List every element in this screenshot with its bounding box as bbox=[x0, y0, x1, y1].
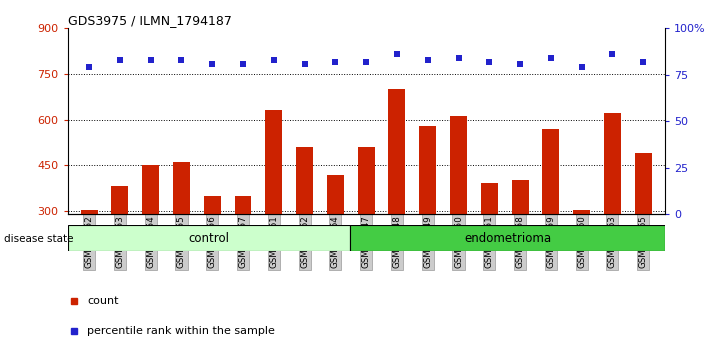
Point bbox=[237, 61, 249, 67]
Bar bbox=[481, 183, 498, 214]
Point bbox=[391, 51, 402, 57]
Bar bbox=[635, 153, 652, 214]
Bar bbox=[358, 147, 375, 214]
Point bbox=[483, 59, 495, 65]
Point bbox=[422, 57, 434, 63]
Text: endometrioma: endometrioma bbox=[464, 232, 551, 245]
Bar bbox=[296, 147, 313, 214]
Bar bbox=[327, 175, 344, 214]
Point bbox=[606, 51, 618, 57]
Text: GDS3975 / ILMN_1794187: GDS3975 / ILMN_1794187 bbox=[68, 14, 231, 27]
Point bbox=[83, 64, 95, 70]
Point bbox=[576, 64, 587, 70]
Bar bbox=[142, 165, 159, 214]
Bar bbox=[573, 210, 590, 214]
Bar bbox=[419, 126, 437, 214]
Text: control: control bbox=[188, 232, 230, 245]
Point bbox=[638, 59, 649, 65]
Bar bbox=[388, 89, 405, 214]
Point bbox=[360, 59, 372, 65]
Bar bbox=[450, 116, 467, 214]
Point bbox=[145, 57, 156, 63]
Point bbox=[330, 59, 341, 65]
Bar bbox=[542, 130, 560, 214]
Point bbox=[176, 57, 187, 63]
Bar bbox=[204, 196, 220, 214]
Point bbox=[453, 55, 464, 61]
Bar bbox=[80, 210, 97, 214]
Bar bbox=[265, 110, 282, 214]
Bar bbox=[173, 162, 190, 214]
Text: percentile rank within the sample: percentile rank within the sample bbox=[87, 326, 275, 336]
Bar bbox=[604, 113, 621, 214]
Bar bbox=[512, 180, 528, 214]
Text: count: count bbox=[87, 296, 119, 306]
Point bbox=[114, 57, 126, 63]
Bar bbox=[68, 225, 351, 251]
Point bbox=[545, 55, 557, 61]
Point bbox=[207, 61, 218, 67]
Point bbox=[514, 61, 525, 67]
Point bbox=[268, 57, 279, 63]
Bar bbox=[351, 225, 665, 251]
Point bbox=[299, 61, 310, 67]
Bar bbox=[112, 186, 129, 214]
Text: disease state: disease state bbox=[4, 234, 73, 244]
Bar bbox=[235, 196, 252, 214]
